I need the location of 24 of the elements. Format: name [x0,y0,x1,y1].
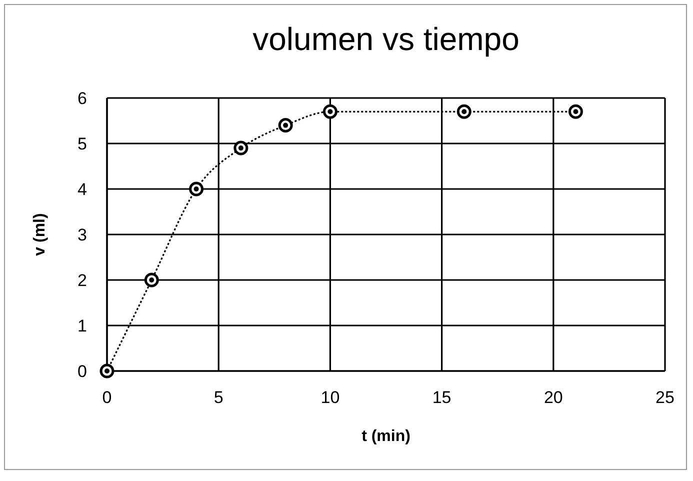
x-tick-label: 25 [656,388,674,408]
y-tick-label: 5 [78,134,87,154]
y-tick-label: 1 [78,316,87,336]
y-tick-label: 0 [78,362,87,382]
point [322,104,338,119]
y-tick-label: 3 [78,226,87,245]
y-tick-label: 6 [78,89,87,108]
x-tick-label: 5 [214,388,224,408]
x-tick-label: 15 [432,388,452,408]
y-tick-label: 2 [78,271,87,290]
x-tick-label: 20 [544,388,563,408]
point [234,140,248,156]
x-tick-label: 0 [102,388,112,408]
point [456,104,472,119]
point [568,104,583,119]
x-axis-title: t (min) [362,428,410,445]
point [144,272,159,288]
point [278,118,293,133]
y-axis-title: v (ml) [32,213,49,256]
point [100,364,114,378]
x-tick-label: 10 [320,388,340,408]
y-tick-label: 4 [78,180,87,200]
chart-title: volumen vs tiempo [252,20,520,59]
point [189,182,204,196]
